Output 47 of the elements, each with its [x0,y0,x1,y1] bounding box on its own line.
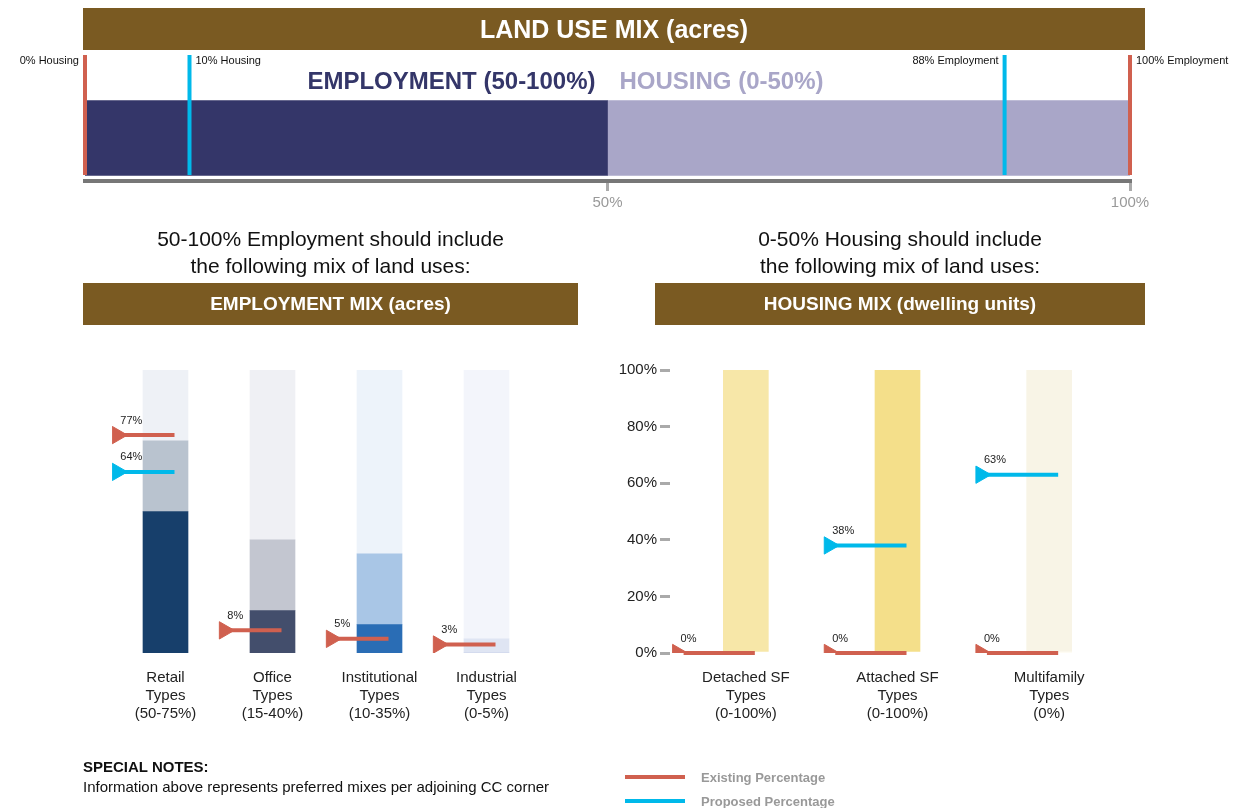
series-label: HOUSING (0-50%) [619,67,824,95]
bar [356,553,403,626]
point [325,629,342,649]
data-label: 0% [832,631,849,644]
data-label: 64% [120,450,143,463]
data-label: 77% [120,413,143,426]
y-tick-label: 60% [626,473,657,491]
y-tick-label: 80% [626,416,657,434]
x-tick-label: Attached SF Types (0-100%) [856,668,939,722]
point [112,462,128,482]
x-tick-label: Institutional Types (10-35%) [341,668,418,722]
x-tick-label: Industrial Types (0-5%) [456,668,517,722]
text: Information above represents preferred mixes per adjoining CC corner [83,778,550,795]
ref-line-label: 0% Housing [19,54,79,67]
x-tick-label: Multifamily Types (0%) [1013,668,1086,722]
legend-label: Proposed Percentage [701,793,835,808]
bar [356,370,403,555]
chart-title: LAND USE MIX (acres) [83,8,1145,50]
x-tick-label: 50% [592,193,623,211]
y-tick-label: 20% [626,586,657,604]
data-label: 0% [983,631,1001,644]
data-label: 63% [983,453,1007,466]
series-label: EMPLOYMENT (50-100%) [307,67,596,95]
data-label: 3% [441,623,458,636]
data-label: 8% [227,608,244,621]
chart-subtitle: 50-100% Employment should include the following mix of land uses: [156,226,505,279]
x-tick-label: Detached SF Types (0-100%) [702,668,790,722]
chart-title: EMPLOYMENT MIX (acres) [83,283,578,325]
bar [142,511,189,653]
data-label: 38% [832,523,855,536]
ref-line-label: 88% Employment [912,54,999,67]
ref-line-label: 10% Housing [195,54,261,67]
y-tick-label: 0% [635,643,657,661]
chart-subtitle: 0-50% Housing should include the following mix of land uses: [757,226,1043,279]
chart-title: HOUSING MIX (dwelling units) [655,283,1145,325]
legend-label: Existing Percentage [701,769,826,785]
text: SPECIAL NOTES: [83,758,209,775]
x-tick-label: Office Types (15-40%) [241,668,304,722]
ref-line-label: 100% Employment [1136,54,1229,67]
bar [249,539,296,611]
y-tick-label: 100% [618,360,657,378]
bar [249,370,296,541]
point [218,621,235,640]
x-tick-label: Retail Types (50-75%) [134,668,197,722]
data-label: 5% [334,617,351,630]
y-tick-label: 40% [626,529,657,547]
data-label: 0% [680,631,697,644]
